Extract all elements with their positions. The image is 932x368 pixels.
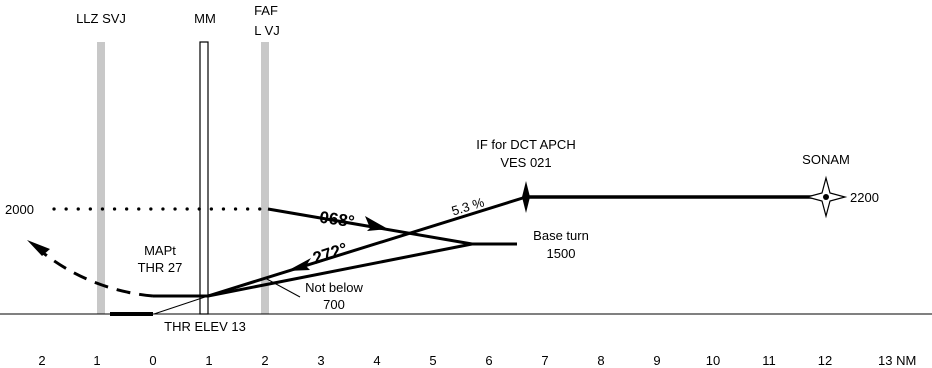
faf-label-sub: L VJ (254, 23, 280, 38)
axis-tick-label: 9 (653, 353, 660, 368)
axis-tick-label: 5 (429, 353, 436, 368)
axis-tick-label: 3 (317, 353, 324, 368)
inbound-arrow-icon (287, 258, 311, 271)
base-turn-label: Base turn (533, 228, 589, 243)
axis-tick-label: 11 (762, 353, 776, 368)
base-turn-altitude: 1500 (547, 246, 576, 261)
not-below-altitude: 700 (323, 297, 345, 312)
base-turn-inbound-line (207, 242, 473, 298)
not-below-leader (264, 277, 301, 298)
mapt-label: MAPt (144, 243, 176, 258)
missed-approach-arrow-icon (27, 240, 50, 256)
axis-tick-label: 10 (706, 353, 720, 368)
inbound-course-label: 272° (310, 239, 350, 268)
outbound-arrow-icon (365, 216, 388, 231)
axis-tick-label: 1 (205, 353, 212, 368)
axis-tick-label: 13 NM (878, 353, 916, 368)
axis-tick-label: 4 (373, 353, 380, 368)
altitude-2000-label: 2000 (5, 202, 34, 217)
missed-approach-path (41, 250, 154, 298)
mm-label: MM (194, 11, 216, 26)
mapt-label-sub: THR 27 (138, 260, 183, 275)
axis-tick-label: 7 (541, 353, 548, 368)
axis-tick-label: 0 (149, 353, 156, 368)
faf-label: FAF (254, 3, 278, 18)
axis-tick-label: 2 (38, 353, 45, 368)
threshold-elevation-label: THR ELEV 13 (164, 319, 246, 334)
sonam-waypoint-icon (804, 175, 848, 219)
llz-marker-bar (97, 42, 105, 314)
axis-tick-label: 12 (818, 353, 832, 368)
distance-axis: 2 1 0 1 2 3 4 5 6 7 8 9 10 11 12 13 NM (38, 353, 916, 368)
mm-marker-bar (199, 41, 209, 315)
sonam-label: SONAM (802, 152, 850, 167)
llz-label: LLZ SVJ (76, 11, 126, 26)
if-label: IF for DCT APCH (476, 137, 575, 152)
descent-path-from-if (207, 195, 527, 298)
axis-tick-label: 2 (261, 353, 268, 368)
if-label-sub: VES 021 (500, 155, 551, 170)
not-below-label: Not below (305, 280, 363, 295)
faf-marker-bar (261, 42, 269, 314)
outbound-course-label: 068° (318, 208, 356, 232)
glidepath-thin-line (153, 295, 209, 315)
altitude-2200-label: 2200 (850, 190, 879, 205)
axis-tick-label: 6 (485, 353, 492, 368)
axis-tick-label: 8 (597, 353, 604, 368)
axis-tick-label: 1 (93, 353, 100, 368)
